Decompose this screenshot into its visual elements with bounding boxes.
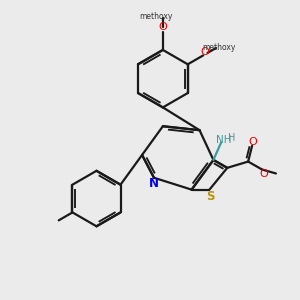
Text: O: O <box>158 22 167 32</box>
Text: NH: NH <box>216 135 231 145</box>
Text: O: O <box>201 47 210 57</box>
Text: N: N <box>149 177 159 190</box>
Text: methoxy: methoxy <box>202 43 236 52</box>
Text: methoxy: methoxy <box>139 12 172 21</box>
Text: O: O <box>249 137 257 147</box>
Text: O: O <box>260 169 268 179</box>
Text: H: H <box>228 133 235 143</box>
Text: S: S <box>206 190 215 203</box>
